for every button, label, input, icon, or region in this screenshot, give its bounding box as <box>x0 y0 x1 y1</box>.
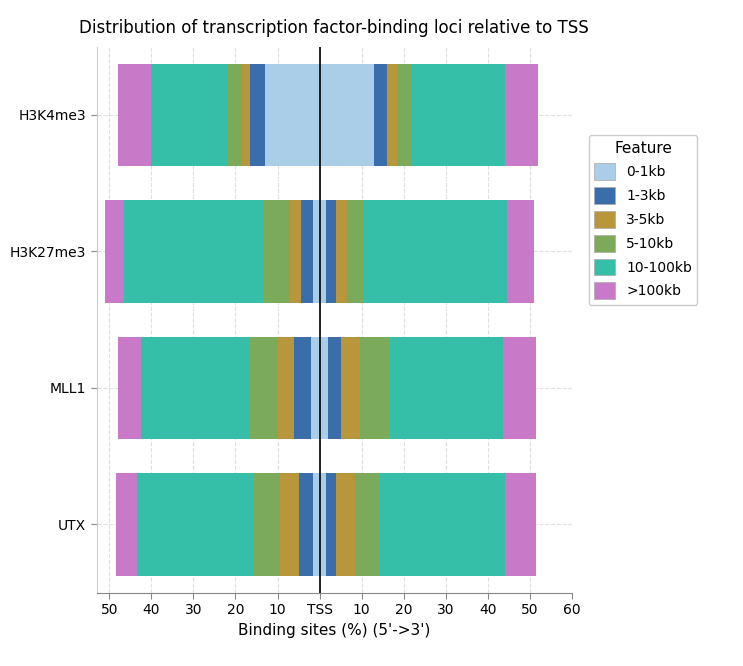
Bar <box>250 337 278 439</box>
Bar <box>319 64 374 166</box>
Bar <box>137 474 254 575</box>
Bar <box>340 337 360 439</box>
Bar <box>347 200 364 302</box>
Bar <box>314 200 319 302</box>
Bar <box>263 200 291 302</box>
Bar <box>294 337 311 439</box>
Bar <box>319 337 328 439</box>
Bar <box>301 200 314 302</box>
Title: Distribution of transcription factor-binding loci relative to TSS: Distribution of transcription factor-bin… <box>80 19 589 37</box>
Bar <box>299 474 314 575</box>
Bar <box>326 474 337 575</box>
Bar <box>319 474 326 575</box>
Bar <box>265 64 319 166</box>
Bar <box>504 474 536 575</box>
Bar <box>355 474 378 575</box>
Bar <box>124 200 263 302</box>
Bar <box>291 200 301 302</box>
Bar <box>140 337 250 439</box>
Bar <box>389 337 503 439</box>
Bar <box>504 64 539 166</box>
X-axis label: Binding sites (%) (5'->3'): Binding sites (%) (5'->3') <box>239 623 430 638</box>
Bar <box>227 64 241 166</box>
Bar <box>278 337 294 439</box>
Bar <box>117 337 140 439</box>
Legend: 0-1kb, 1-3kb, 3-5kb, 5-10kb, 10-100kb, >100kb: 0-1kb, 1-3kb, 3-5kb, 5-10kb, 10-100kb, >… <box>588 135 698 305</box>
Bar <box>326 200 337 302</box>
Bar <box>503 337 536 439</box>
Bar <box>374 64 387 166</box>
Bar <box>152 64 227 166</box>
Bar <box>337 474 355 575</box>
Bar <box>105 200 124 302</box>
Bar <box>279 474 299 575</box>
Bar <box>337 200 347 302</box>
Bar <box>378 474 504 575</box>
Bar <box>360 337 389 439</box>
Bar <box>311 337 319 439</box>
Bar <box>387 64 398 166</box>
Bar <box>398 64 412 166</box>
Bar <box>115 474 137 575</box>
Bar <box>314 474 319 575</box>
Bar <box>507 200 534 302</box>
Bar <box>250 64 265 166</box>
Bar <box>254 474 279 575</box>
Bar <box>241 64 250 166</box>
Bar <box>364 200 507 302</box>
Bar <box>117 64 152 166</box>
Bar <box>328 337 340 439</box>
Bar <box>319 200 326 302</box>
Bar <box>412 64 504 166</box>
